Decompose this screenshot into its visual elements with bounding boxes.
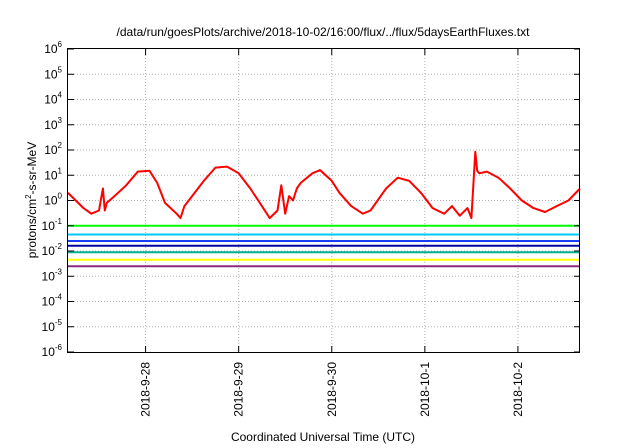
y-tick-exponent: 1 (58, 166, 63, 175)
y-tick-base: 10 (44, 42, 58, 56)
y-tick-exponent: 5 (58, 65, 63, 74)
y-tick-exponent: -6 (55, 343, 63, 352)
y-axis-title-rest: -s-sr-MeV (25, 142, 39, 195)
y-tick-label: 103 (44, 116, 62, 132)
x-tick-label: 2018-10-1 (418, 362, 432, 417)
x-axis-title: Coordinated Universal Time (UTC) (231, 430, 415, 444)
y-tick-label: 10-6 (42, 343, 63, 359)
y-tick-label: 101 (44, 166, 62, 182)
y-axis: 10-610-510-410-310-210-11001011021031041… (42, 40, 580, 359)
y-tick-base: 10 (42, 269, 56, 283)
y-tick-exponent: 3 (58, 116, 63, 125)
x-tick-label: 2018-9-28 (139, 362, 153, 417)
y-tick-label: 10-5 (42, 318, 63, 334)
y-tick-label: 100 (44, 192, 62, 208)
grid (68, 49, 580, 352)
y-tick-exponent: -5 (55, 318, 63, 327)
y-tick-label: 104 (44, 91, 62, 107)
x-tick-label: 2018-9-29 (232, 362, 246, 417)
y-tick-label: 102 (44, 141, 62, 157)
y-tick-label: 10-2 (42, 242, 63, 258)
y-tick-label: 106 (44, 40, 62, 56)
y-tick-exponent: 2 (58, 141, 63, 150)
y-tick-exponent: -4 (55, 293, 63, 302)
y-tick-base: 10 (44, 93, 58, 107)
y-axis-title: protons/cm2-s-sr-MeV (24, 142, 39, 258)
chart-title: /data/run/goesPlots/archive/2018-10-02/1… (117, 25, 531, 39)
y-tick-exponent: 6 (58, 40, 63, 49)
series-group (67, 150, 581, 268)
y-tick-label: 105 (44, 65, 62, 81)
x-axis: 2018-9-28 2018-9-29 2018-9-30 2018-10-1 2018… (139, 49, 525, 417)
y-tick-exponent: -3 (55, 267, 63, 276)
y-axis-title-sup: 2 (24, 194, 33, 199)
y-tick-exponent: -2 (55, 242, 63, 251)
y-axis-title-base: protons/cm (25, 199, 39, 258)
y-tick-base: 10 (42, 295, 56, 309)
y-tick-base: 10 (42, 345, 56, 359)
y-tick-base: 10 (44, 143, 58, 157)
y-tick-exponent: 0 (58, 192, 63, 201)
y-tick-base: 10 (44, 194, 58, 208)
y-tick-label: 10-4 (42, 293, 63, 309)
y-tick-base: 10 (44, 168, 58, 182)
y-tick-base: 10 (44, 67, 58, 81)
y-tick-exponent: -1 (55, 217, 63, 226)
y-tick-label: 10-1 (42, 217, 63, 233)
y-tick-label: 10-3 (42, 267, 63, 283)
y-tick-base: 10 (42, 320, 56, 334)
y-tick-exponent: 4 (58, 91, 63, 100)
y-tick-base: 10 (44, 118, 58, 132)
y-tick-base: 10 (42, 244, 56, 258)
y-tick-base: 10 (42, 219, 56, 233)
x-tick-label: 2018-10-2 (511, 362, 525, 417)
x-tick-label: 2018-9-30 (325, 362, 339, 417)
series-line (67, 150, 581, 220)
